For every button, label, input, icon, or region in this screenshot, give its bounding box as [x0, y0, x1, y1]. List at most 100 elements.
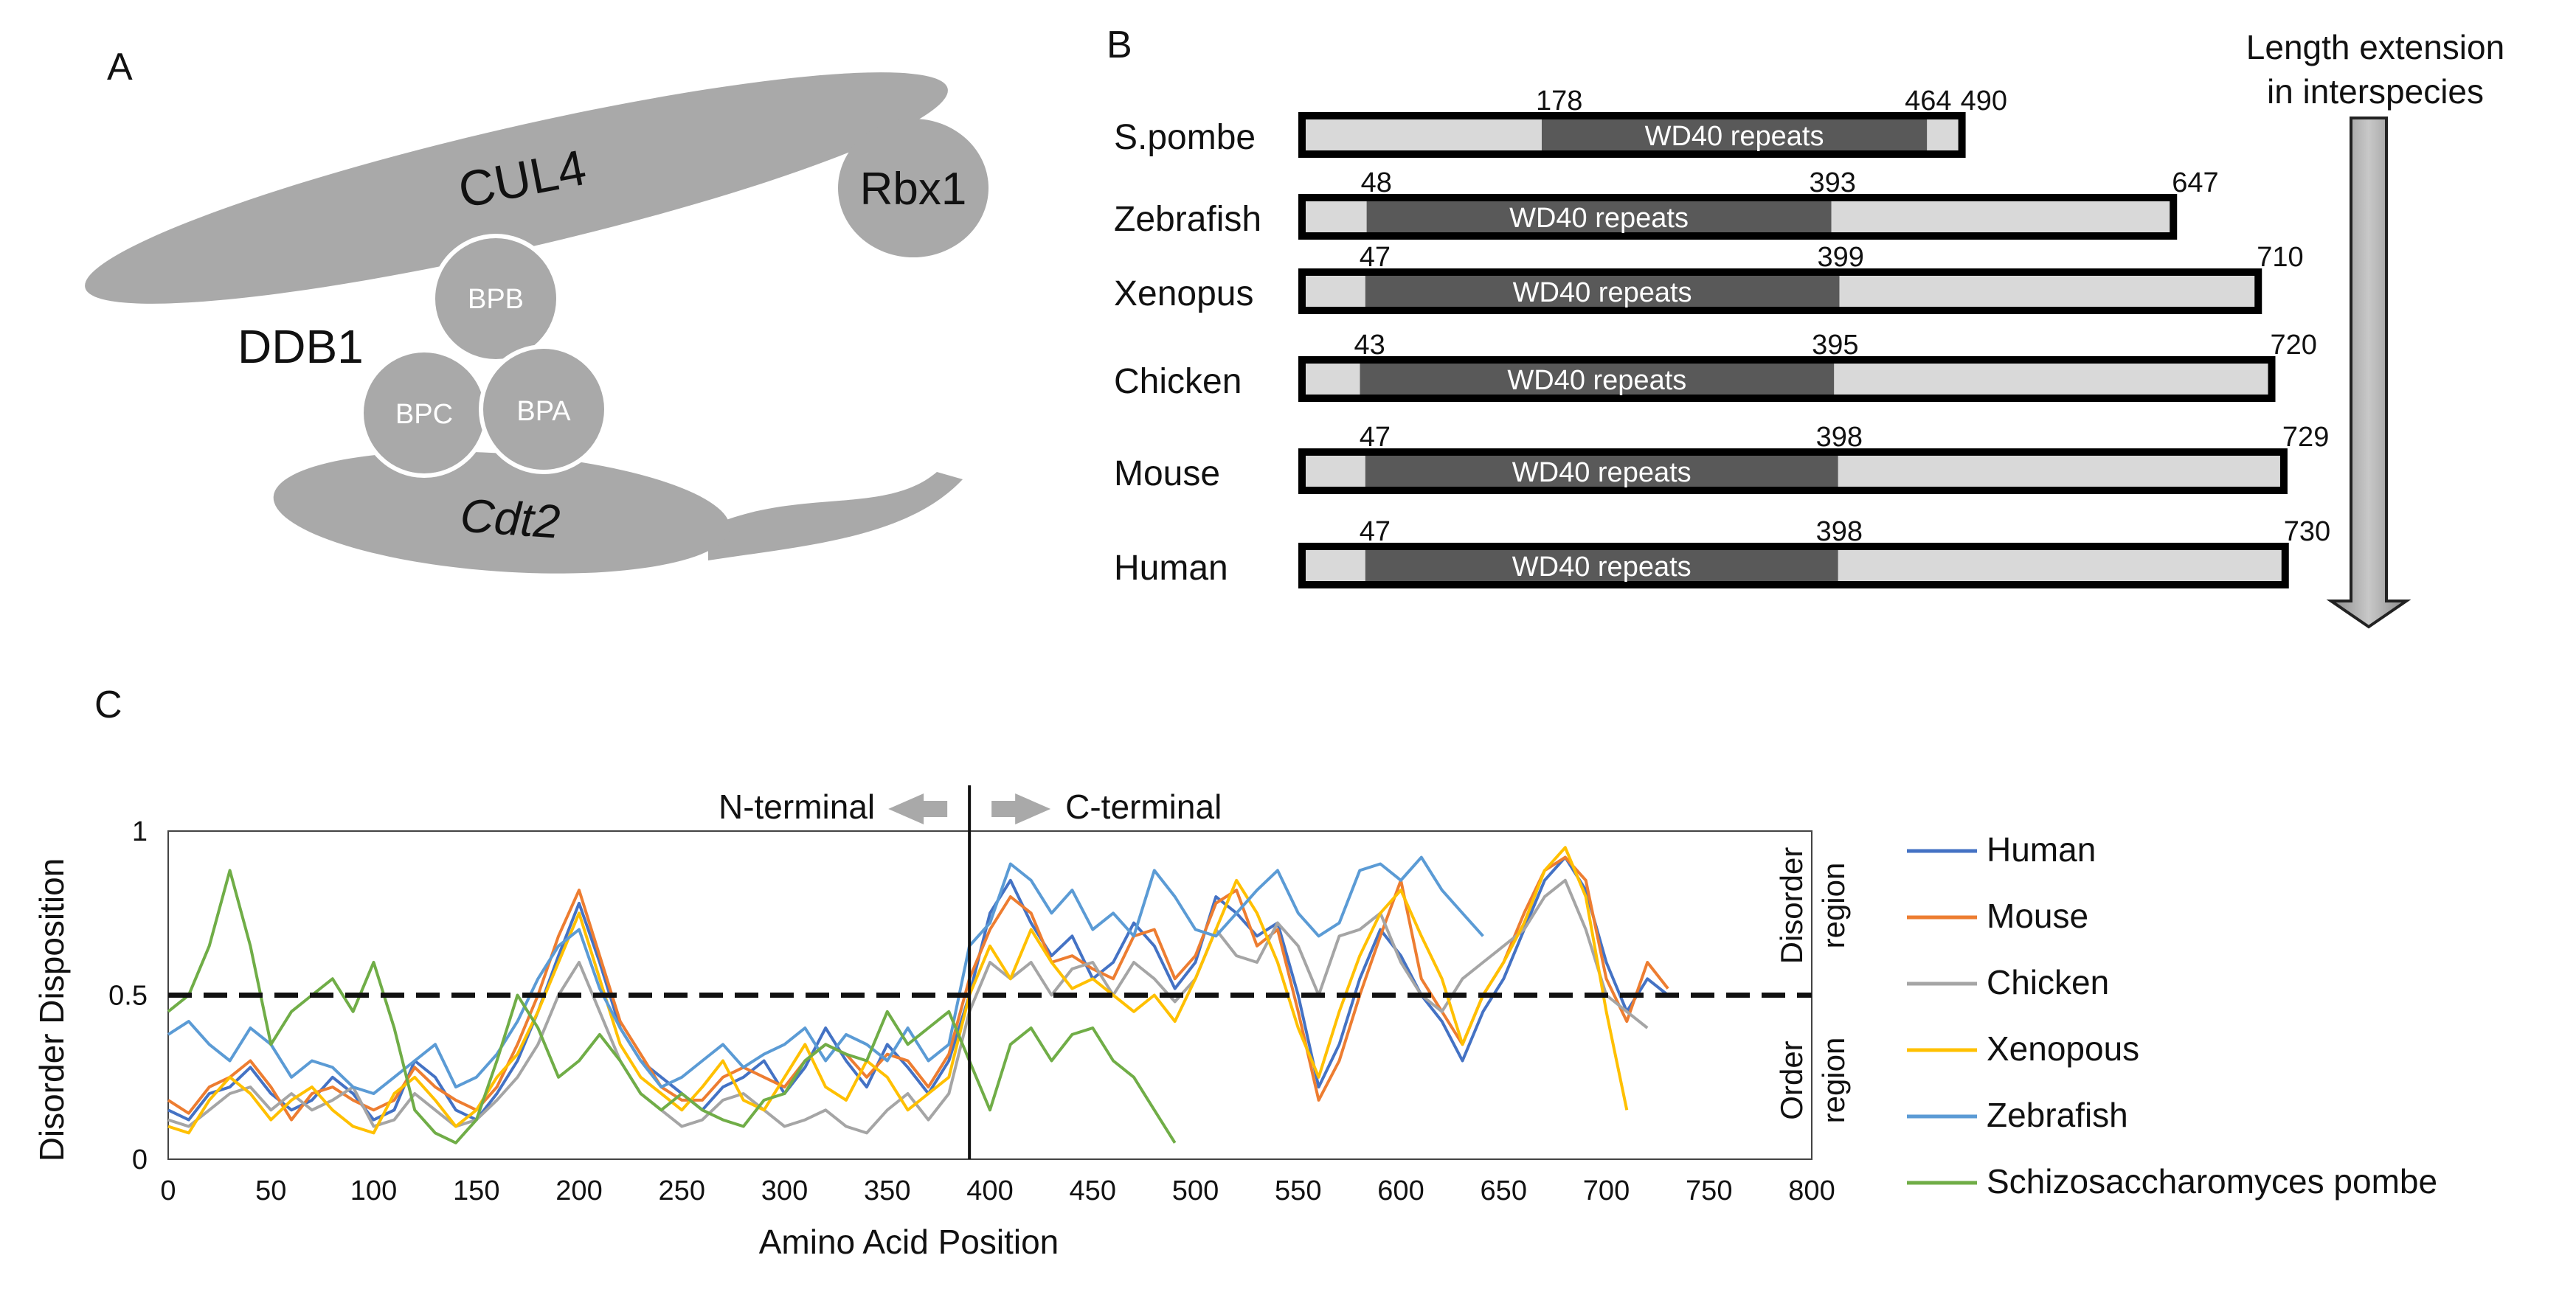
arrow-left-icon [888, 793, 948, 824]
wd40-domain [1366, 201, 1832, 232]
x-tick-label: 450 [1070, 1175, 1116, 1206]
x-tick-label: 500 [1172, 1175, 1219, 1206]
legend-label: Chicken [1987, 963, 2109, 1001]
domain-start: 47 [1360, 422, 1391, 453]
domain-end: 399 [1817, 242, 1863, 273]
length-extension-label-1: Length extension [2246, 28, 2504, 66]
x-tick-label: 200 [555, 1175, 602, 1206]
protein-length: 720 [2271, 330, 2317, 361]
length-extension-label-2: in interspecies [2267, 72, 2484, 111]
bpb-domain [431, 234, 561, 364]
x-tick-label: 100 [350, 1175, 397, 1206]
domain-start: 47 [1360, 516, 1391, 547]
x-tick-label: 750 [1686, 1175, 1732, 1206]
domain-start: 178 [1536, 86, 1582, 117]
bpb-label: BPB [468, 284, 524, 315]
protein-length: 729 [2282, 422, 2329, 453]
wd40-label: WD40 repeats [1509, 203, 1689, 234]
cdt2-tail-shape [708, 472, 963, 560]
panel-c: C 0 50 100 150 200 250 300 350 400 450 500 550 600 65… [32, 684, 2437, 1261]
legend-label: Schizosaccharomyces pombe [1987, 1162, 2437, 1201]
bpc-label: BPC [395, 399, 453, 430]
cdt2-shape [273, 451, 730, 574]
series-line-schizosaccharomyces-pombe [167, 869, 1177, 1144]
species-name: Xenopus [1114, 274, 1254, 313]
domain-start: 48 [1361, 167, 1392, 198]
wd40-domain [1541, 119, 1928, 150]
series-line-chicken [167, 878, 1649, 1135]
protein-length: 647 [2172, 167, 2218, 198]
domain-start: 47 [1360, 242, 1391, 273]
order-region-label-1: Order [1774, 1040, 1809, 1119]
x-tick-label: 700 [1583, 1175, 1630, 1206]
arrow-right-icon [991, 793, 1051, 824]
wd40-domain [1365, 276, 1840, 307]
domain-end: 398 [1816, 422, 1863, 453]
rbx1-shape [838, 119, 988, 257]
species-name: Mouse [1114, 454, 1220, 493]
protein-length: 730 [2284, 516, 2330, 547]
ddb1-label: DDB1 [238, 320, 364, 373]
domain-end: 395 [1812, 330, 1858, 361]
x-tick-label: 650 [1481, 1175, 1527, 1206]
domain-start: 43 [1354, 330, 1385, 361]
disorder-region-label-2: region [1816, 863, 1851, 949]
wd40-label: WD40 repeats [1512, 457, 1692, 488]
wd40-domain [1365, 456, 1838, 487]
order-region-label-2: region [1816, 1038, 1851, 1124]
domain-end: 393 [1810, 167, 1856, 198]
x-tick-label: 800 [1788, 1175, 1835, 1206]
disorder-chart: 0 50 100 150 200 250 300 350 400 450 500 550 600 650 7… [32, 785, 2437, 1261]
cul4-shape [85, 72, 948, 304]
wd40-label: WD40 repeats [1513, 277, 1692, 308]
wd40-domain [1365, 550, 1838, 581]
legend-label: Mouse [1987, 897, 2088, 935]
panel-b-letter: B [1107, 24, 1132, 66]
legend-label: Human [1987, 830, 2096, 869]
wd40-domain [1360, 364, 1835, 395]
series-line-mouse [167, 855, 1669, 1122]
panel-c-letter: C [94, 684, 122, 726]
protein-length: 490 [1961, 86, 2007, 117]
cdt2-label: Cdt2 [459, 488, 562, 548]
disorder-region-label-1: Disorder [1774, 847, 1809, 965]
length-extension-arrow [2326, 117, 2411, 629]
protein-length: 710 [2257, 242, 2303, 273]
x-axis-title: Amino Acid Position [759, 1223, 1059, 1261]
bpa-label: BPA [516, 396, 571, 427]
y-tick-label: 0 [132, 1144, 148, 1175]
species-name: Human [1114, 549, 1228, 588]
x-tick-label: 600 [1377, 1175, 1424, 1206]
x-tick-label: 350 [864, 1175, 910, 1206]
rbx1-label: Rbx1 [860, 164, 967, 215]
domain-end: 464 [1905, 86, 1951, 117]
x-tick-label: 300 [761, 1175, 808, 1206]
domain-end: 398 [1816, 516, 1863, 547]
x-tick-label: 250 [659, 1175, 705, 1206]
x-tick-label: 150 [453, 1175, 499, 1206]
panel-a-letter: A [107, 46, 133, 88]
species-name: Zebrafish [1114, 200, 1261, 239]
panel-a: A CUL4 Rbx1 Cdt2 BPB BPC BPA DDB1 [85, 46, 988, 574]
x-tick-label: 550 [1275, 1175, 1321, 1206]
series-line-zebrafish [167, 855, 1484, 1095]
series-line-human [167, 855, 1669, 1122]
bpa-domain [479, 344, 609, 474]
wd40-label: WD40 repeats [1645, 121, 1824, 152]
wd40-label: WD40 repeats [1507, 365, 1686, 396]
series-line-xenopous [167, 846, 1629, 1135]
x-tick-label: 400 [966, 1175, 1013, 1206]
n-terminal-label: N-terminal [719, 788, 875, 826]
y-tick-label: 0.5 [108, 981, 148, 1012]
legend-label: Zebrafish [1987, 1096, 2128, 1134]
wd40-label: WD40 repeats [1512, 552, 1692, 583]
domain-bars: WD40 repeats S.pombe 178 464 490 WD40 repeats… [1114, 86, 2330, 588]
x-tick-label: 0 [160, 1175, 176, 1206]
x-tick-label: 50 [255, 1175, 286, 1206]
y-tick-label: 1 [132, 816, 148, 847]
legend-label: Xenopous [1987, 1029, 2139, 1068]
c-terminal-label: C-terminal [1065, 788, 1222, 826]
species-name: Chicken [1114, 362, 1242, 401]
species-name: S.pombe [1114, 118, 1256, 157]
